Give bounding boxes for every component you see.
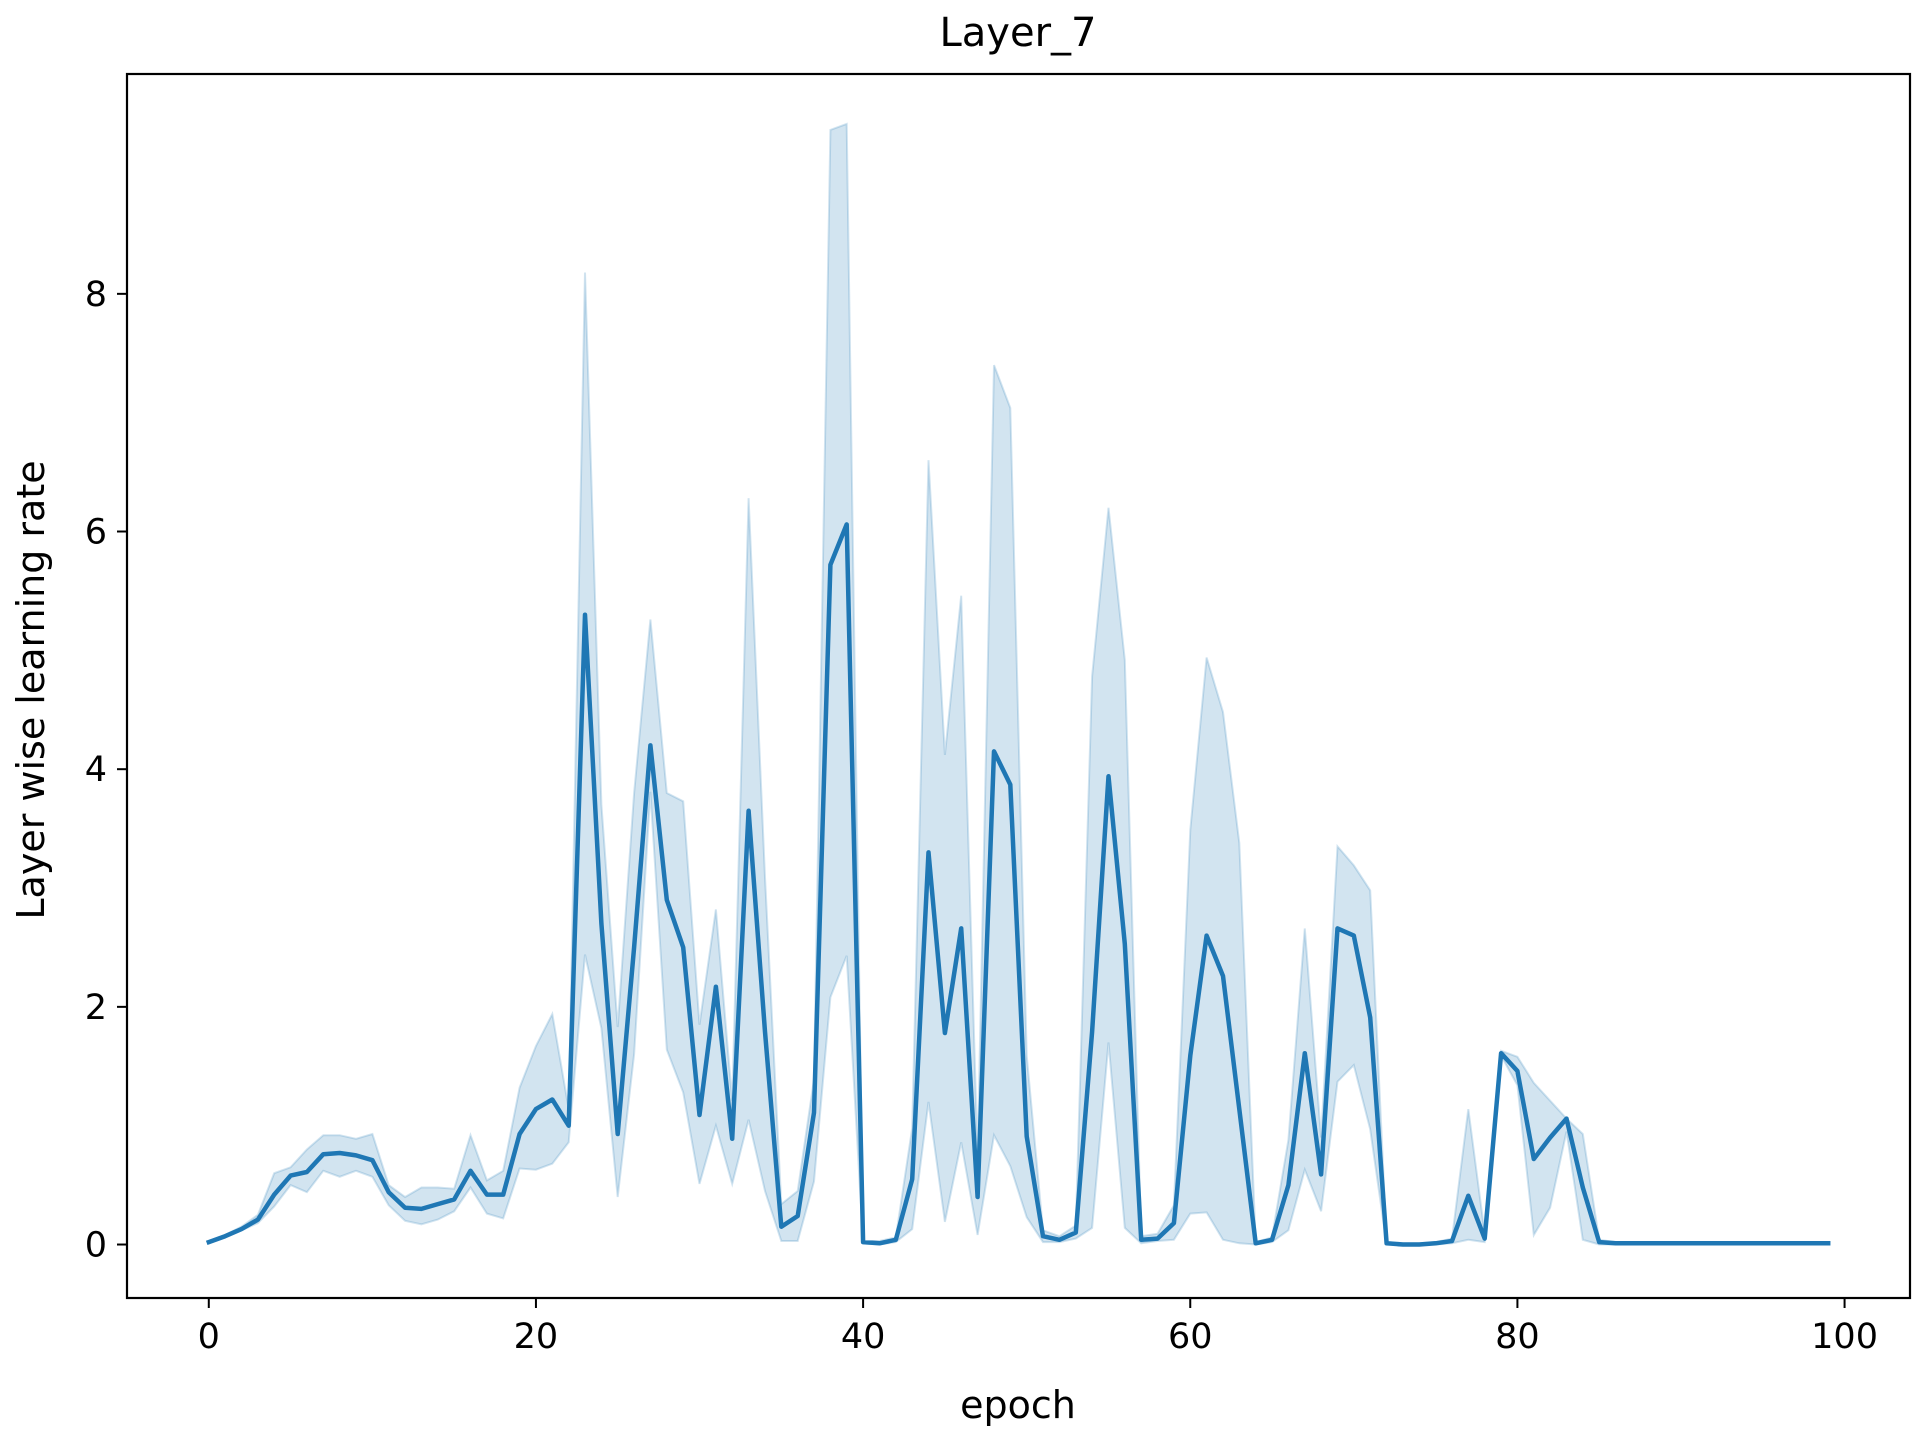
x-tick-label: 0 [198,1317,220,1357]
series-line [205,522,1831,1247]
y-tick-label: 4 [85,750,107,790]
y-tick-label: 2 [85,988,107,1028]
x-axis-label: epoch [960,1383,1076,1427]
x-tick-label: 60 [1168,1317,1213,1357]
x-tick-label: 100 [1811,1317,1878,1357]
chart-title: Layer_7 [940,10,1097,56]
y-tick-label: 6 [85,513,107,553]
plot-frame [125,72,1912,1300]
y-axis-label: Layer wise learning rate [9,460,53,919]
x-tick-label: 80 [1495,1317,1540,1357]
axes: 0 20 40 60 80 100 0 2 4 6 8 [85,275,1878,1357]
y-tick-label: 8 [85,275,107,315]
x-tick-label: 20 [514,1317,559,1357]
y-tick-label: 0 [85,1226,107,1266]
x-tick-label: 40 [841,1317,886,1357]
